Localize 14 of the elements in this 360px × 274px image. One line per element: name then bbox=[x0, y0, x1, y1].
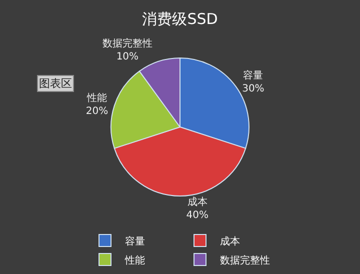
slice-label: 数据完整性 bbox=[102, 38, 152, 50]
slice-label: 成本 bbox=[187, 196, 208, 208]
legend-label: 数据完整性 bbox=[220, 254, 270, 266]
data-label: 40% bbox=[186, 210, 208, 221]
slice-label: 性能 bbox=[86, 92, 108, 104]
data-label: 20% bbox=[86, 106, 108, 117]
legend-label: 成本 bbox=[220, 235, 240, 248]
data-label: 30% bbox=[242, 84, 264, 95]
legend-label: 容量 bbox=[125, 235, 145, 248]
data-label: 10% bbox=[116, 52, 139, 63]
text: 图表区 bbox=[39, 77, 72, 90]
slice-label: 容量 bbox=[243, 70, 264, 82]
legend-label: 性能 bbox=[124, 254, 145, 266]
chart-title: 消费级SSD bbox=[142, 10, 218, 28]
